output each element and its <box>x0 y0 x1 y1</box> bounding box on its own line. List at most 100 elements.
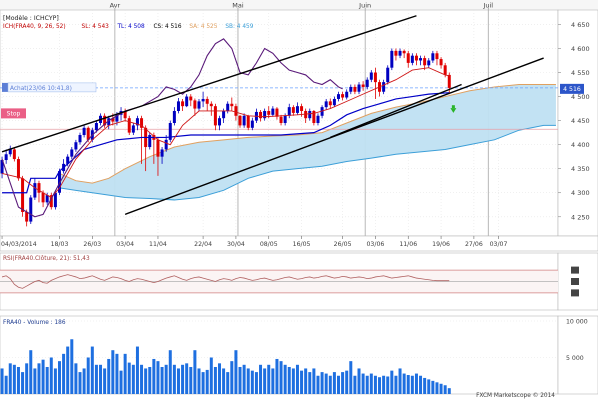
volume-bar <box>176 368 180 394</box>
date-tick-label: 27/06 <box>465 241 483 248</box>
model-label: [Modèle : ICHCYP] <box>3 14 59 22</box>
bullish-candle <box>320 107 324 116</box>
volume-bar <box>349 361 353 394</box>
volume-bar <box>205 369 209 394</box>
bullish-candle <box>29 197 33 222</box>
date-tick-label: 19/06 <box>432 241 450 248</box>
bullish-candle <box>336 94 340 99</box>
month-bar-background <box>0 0 598 10</box>
price-panel: 4 250 4 300 4 350 4 400 4 450 4 500 4 550 4 600… <box>0 9 598 394</box>
volume-bar <box>82 368 86 394</box>
volume-bar <box>439 383 443 394</box>
bullish-candle <box>53 192 57 208</box>
price-tick-label: 4 250 <box>571 213 590 221</box>
bullish-candle <box>419 58 423 61</box>
volume-axis-area <box>557 315 598 395</box>
bullish-candle <box>57 171 61 193</box>
date-axis-background <box>0 235 598 252</box>
date-tick-label: 16/05 <box>293 241 311 248</box>
volume-bar <box>4 375 8 394</box>
volume-bar <box>107 358 111 394</box>
bullish-candle <box>226 103 230 111</box>
bullish-candle <box>66 156 70 164</box>
bullish-candle <box>160 149 164 157</box>
volume-bar <box>369 373 373 394</box>
price-tick-label: 4 600 <box>571 45 590 53</box>
volume-bar <box>197 368 201 394</box>
volume-bar <box>226 372 230 394</box>
volume-bar <box>90 346 94 394</box>
bullish-candle <box>308 110 312 119</box>
volume-panel: 10 000 5 000 FRA40 - Volume : 186 FXCM Mark… <box>0 315 598 399</box>
volume-bar <box>185 363 189 394</box>
bearish-candle <box>267 110 271 115</box>
bearish-candle <box>41 192 45 203</box>
volume-bar <box>250 370 254 394</box>
bullish-candle <box>168 123 172 140</box>
volume-bar <box>193 350 197 394</box>
volume-bar <box>246 368 250 394</box>
bullish-candle <box>94 123 98 131</box>
volume-bar <box>103 368 107 394</box>
bullish-candle <box>115 114 119 122</box>
volume-bar <box>419 375 423 394</box>
bearish-candle <box>443 65 447 75</box>
volume-bar <box>222 368 226 394</box>
bearish-candle <box>328 101 332 106</box>
rsi-line <box>1 274 450 289</box>
date-tick-label: 04/03/2014 <box>1 241 37 248</box>
date-tick-label: 26/03 <box>83 241 101 248</box>
rsi-level-badge <box>571 289 579 297</box>
indicator-legend-item: TL: 4 508 <box>117 24 145 30</box>
volume-bar <box>373 375 377 394</box>
indicator-legend-item: CS: 4 516 <box>153 24 181 30</box>
date-tick-label: 03/07 <box>490 241 508 248</box>
volume-bar <box>70 339 74 394</box>
volume-bar <box>33 368 37 394</box>
bearish-candle <box>230 103 234 107</box>
bullish-candle <box>386 67 390 83</box>
volume-bar <box>414 373 418 394</box>
month-axis: Avr Mai Juin Juil <box>0 0 598 10</box>
last-price-label: 4 516 <box>563 86 581 93</box>
date-tick-label: 30/04 <box>227 241 245 248</box>
volume-bar <box>324 373 328 394</box>
volume-bar <box>283 364 287 394</box>
bearish-candle <box>12 149 16 160</box>
date-tick-label: 08/05 <box>260 241 278 248</box>
bullish-candle <box>74 142 78 150</box>
volume-bar <box>16 366 20 394</box>
bullish-candle <box>107 118 111 126</box>
month-label: Juil <box>482 2 493 10</box>
rsi-panel: RSI(FRA40.Clôture, 21): 51,43 <box>0 252 598 311</box>
indicator-legend-item: ICH(FRA40, 9, 26, 52) <box>3 24 66 30</box>
rsi-level-badge <box>571 278 579 285</box>
bearish-candle <box>234 106 238 116</box>
volume-bar <box>320 372 324 394</box>
volume-bar <box>279 361 283 394</box>
bullish-candle <box>382 82 386 92</box>
bearish-candle <box>37 183 41 193</box>
volume-bar <box>152 358 156 394</box>
volume-bar <box>78 372 82 394</box>
volume-bar <box>390 370 394 394</box>
price-tick-label: 4 400 <box>571 141 590 149</box>
bullish-candle <box>8 148 12 155</box>
bullish-candle <box>70 149 74 157</box>
bearish-candle <box>127 118 131 133</box>
price-tick-label: 4 350 <box>571 165 590 173</box>
bearish-candle <box>435 53 439 60</box>
volume-bar <box>148 366 152 394</box>
bullish-candle <box>271 108 275 115</box>
last-price-badge <box>560 83 584 94</box>
volume-bar <box>254 372 258 394</box>
bullish-candle <box>431 53 435 61</box>
bearish-candle <box>423 58 427 66</box>
bullish-candle <box>324 101 328 108</box>
volume-bar <box>218 363 222 394</box>
volume-bar <box>423 377 427 394</box>
bullish-candle <box>345 91 349 98</box>
month-label: Avr <box>110 2 121 10</box>
price-tick-label: 4 450 <box>571 117 590 125</box>
bullish-candle <box>197 101 201 109</box>
